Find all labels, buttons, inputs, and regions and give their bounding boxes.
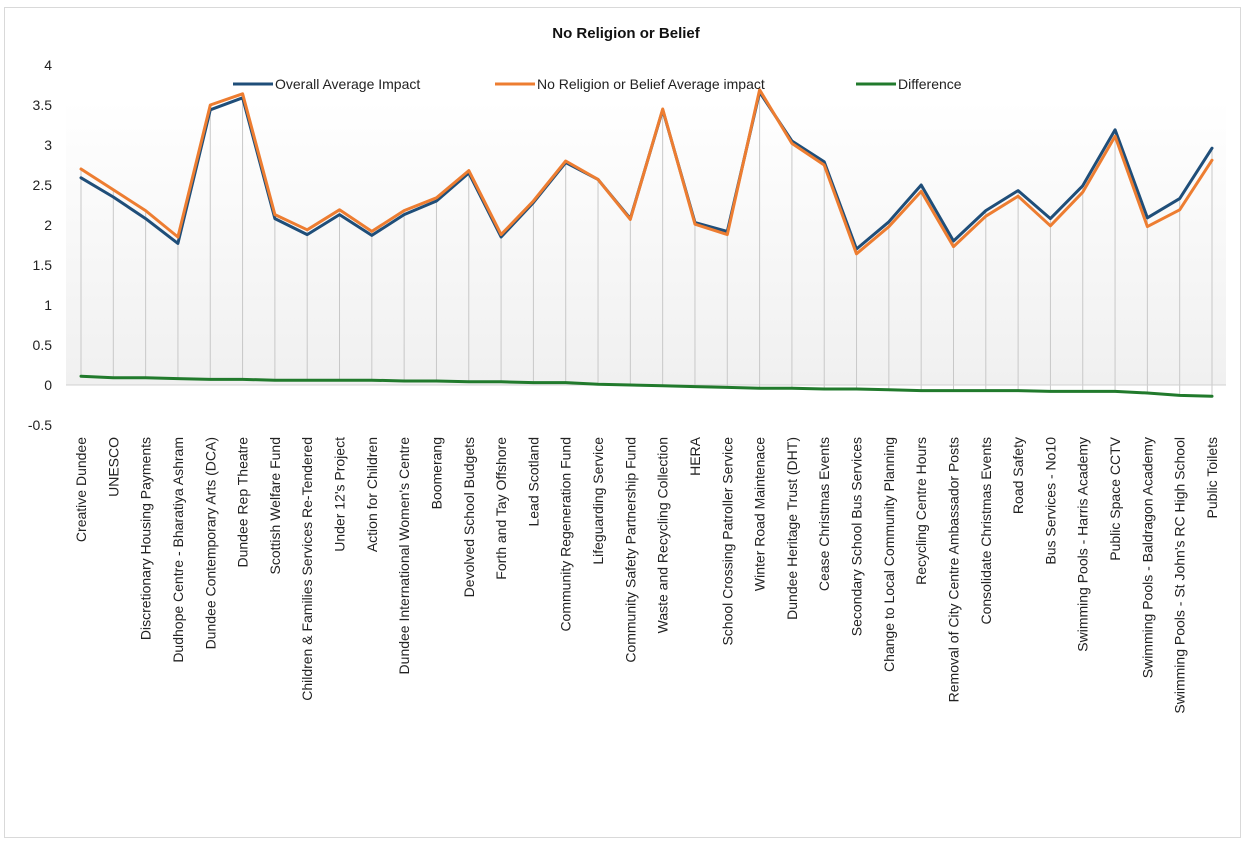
category-label: Community Safety Partnership Fund: [622, 437, 638, 663]
drop-lines: [80, 89, 1213, 397]
category-label: Public Space CCTV: [1107, 436, 1123, 560]
category-label: Swimming Pools - Harris Academy: [1075, 437, 1091, 652]
category-label: Cease Christmas Events: [816, 437, 832, 591]
category-label: Lifeguarding Service: [590, 437, 606, 565]
category-label: Public Toilets: [1204, 437, 1220, 518]
category-label: School Crossing Patroller Service: [719, 437, 735, 646]
category-label: Community Regeneration Fund: [558, 437, 574, 632]
series-line-2: [79, 374, 1214, 398]
category-label: Waste and Recycling Collection: [655, 437, 671, 633]
category-label: Dudhope Centre - Bharatiya Ashram: [170, 437, 186, 663]
category-label: Secondary School Bus Services: [849, 437, 865, 636]
legend: Overall Average Impact No Religion or Bel…: [233, 76, 962, 92]
category-label: Dundee International Women's Centre: [396, 437, 412, 675]
category-label: Road Safety: [1010, 437, 1026, 514]
legend-label: No Religion or Belief Average impact: [537, 76, 765, 92]
category-label: Swimming Pools - Baldragon Academy: [1139, 437, 1155, 678]
category-label: Dundee Rep Theatre: [235, 437, 251, 568]
category-label: Dundee Contemporary Arts (DCA): [202, 437, 218, 649]
category-label: Recycling Centre Hours: [913, 437, 929, 585]
y-tick-label: -0.5: [28, 417, 52, 433]
category-label: Swimming Pools - St John's RC High Schoo…: [1172, 437, 1188, 714]
category-label: Discretionary Housing Payments: [138, 437, 154, 640]
category-label: Devolved School Budgets: [461, 437, 477, 597]
legend-label: Difference: [898, 76, 962, 92]
series-lines: [79, 88, 1214, 398]
series-line-1: [79, 88, 1214, 256]
category-label: Under 12's Project: [332, 437, 348, 552]
category-label: Lead Scotland: [525, 437, 541, 527]
category-label: Dundee Heritage Trust (DHT): [784, 437, 800, 620]
category-label: HERA: [687, 436, 703, 476]
plot-background: [66, 100, 1226, 385]
y-tick-label: 1: [44, 297, 52, 313]
category-label: Change to Local Community Planning: [881, 437, 897, 672]
category-label: Consolidate Christmas Events: [978, 437, 994, 625]
category-label: Children & Families Services Re-Tendered: [299, 437, 315, 701]
category-label: Removal of City Centre Ambassador Posts: [945, 437, 961, 702]
y-tick-label: 2.5: [33, 177, 53, 193]
x-axis-labels: Creative Dundee UNESCO Discretionary Housi…: [73, 436, 1220, 713]
y-tick-label: 3.5: [33, 97, 53, 113]
category-label: Boomerang: [428, 437, 444, 509]
y-tick-label: 4: [44, 57, 52, 73]
category-label: Scottish Welfare Fund: [267, 437, 283, 574]
category-label: Bus Services - No10: [1042, 437, 1058, 565]
category-label: UNESCO: [105, 437, 121, 497]
y-tick-label: 0.5: [33, 337, 53, 353]
category-label: Winter Road Maintenace: [752, 437, 768, 591]
legend-label: Overall Average Impact: [275, 76, 420, 92]
category-label: Creative Dundee: [73, 437, 89, 542]
y-tick-label: 0: [44, 377, 52, 393]
category-label: Action for Children: [364, 437, 380, 552]
y-axis: -0.5 0 0.5 1 1.5 2 2.5 3 3.5 4: [28, 57, 52, 433]
y-tick-label: 2: [44, 217, 52, 233]
category-label: Forth and Tay Offshore: [493, 437, 509, 580]
y-tick-label: 3: [44, 137, 52, 153]
chart-title: No Religion or Belief: [552, 25, 701, 42]
y-tick-label: 1.5: [33, 257, 53, 273]
